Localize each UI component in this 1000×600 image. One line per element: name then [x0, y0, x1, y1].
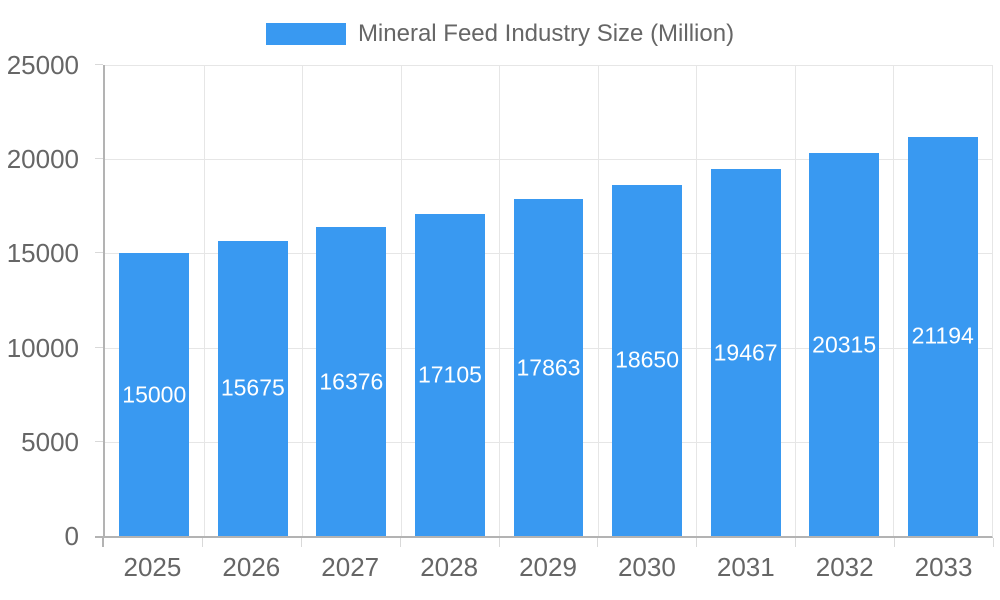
x-axis-tick	[300, 538, 302, 547]
y-axis-tick	[95, 252, 103, 254]
x-axis-tick	[894, 538, 896, 547]
bar-2027: 16376	[316, 227, 387, 536]
bar-value-label: 17105	[417, 361, 482, 388]
x-axis-tick-label: 2031	[716, 552, 775, 582]
x-axis-tick-label: 2033	[914, 552, 973, 582]
bar-value-label: 21194	[911, 322, 974, 349]
gridline-horizontal	[105, 159, 992, 161]
x-axis-tick	[399, 538, 401, 547]
legend-swatch	[265, 23, 346, 45]
x-axis-tick	[696, 538, 698, 547]
plot-area: 15000 15675 16376 17105 17863 18650 19467 20315…	[103, 65, 993, 538]
x-axis-tick-label: 2029	[519, 552, 577, 582]
y-axis-labels: 0 5000 10000 15000 20000 25000	[0, 52, 91, 549]
gridline-vertical	[203, 65, 205, 536]
bar-value-label: 19467	[713, 339, 778, 366]
y-axis-tick-label: 25000	[6, 50, 79, 80]
legend-item[interactable]: Mineral Feed Industry Size (Million)	[0, 20, 1000, 48]
y-axis-tick	[95, 536, 103, 538]
gridline-vertical	[893, 65, 895, 536]
y-axis-tick	[95, 346, 103, 348]
x-axis-tick	[102, 538, 104, 547]
x-axis-labels: 2025 2026 2027 2028 2029 2030 2031 2032 2033	[103, 552, 993, 583]
legend-label: Mineral Feed Industry Size (Million)	[357, 20, 735, 47]
bar-2025: 15000	[119, 253, 190, 536]
y-axis-tick-label: 10000	[6, 332, 79, 363]
gridline-vertical	[302, 65, 304, 536]
x-axis-tick-label: 2027	[321, 552, 380, 582]
x-axis-tick-label: 2032	[815, 552, 874, 582]
x-axis-tick-label: 2028	[420, 552, 479, 582]
bar-2030: 18650	[612, 184, 683, 536]
x-axis-tick	[993, 538, 994, 547]
bar-2026: 15675	[217, 240, 288, 536]
y-axis-tick-label: 15000	[6, 238, 79, 269]
bar-value-label: 20315	[812, 331, 877, 358]
gridline-vertical	[400, 65, 402, 536]
y-axis-tick-label: 20000	[6, 144, 79, 175]
gridline-horizontal	[105, 65, 992, 66]
bar-2032: 20315	[809, 153, 880, 536]
bar-2028: 17105	[414, 213, 485, 536]
x-axis-tick	[201, 538, 203, 547]
gridline-vertical	[794, 65, 796, 536]
bar-2033: 21194	[907, 136, 978, 536]
x-axis-tick-label: 2030	[617, 552, 676, 582]
gridline-vertical	[696, 65, 698, 536]
y-axis-tick	[95, 440, 103, 442]
bar-value-label: 15000	[122, 381, 187, 408]
bar-2029: 17863	[513, 199, 584, 536]
x-axis-tick	[498, 538, 500, 547]
gridline-vertical	[597, 65, 599, 536]
bar-value-label: 15675	[220, 374, 285, 401]
bar-2031: 19467	[710, 169, 781, 536]
y-axis-tick	[95, 158, 103, 160]
x-axis-tick	[597, 538, 599, 547]
bar-value-label: 16376	[319, 368, 384, 395]
x-axis-tick-label: 2026	[222, 552, 281, 582]
bar-value-label: 17863	[516, 354, 581, 381]
x-axis-tick	[795, 538, 797, 547]
bar-value-label: 18650	[615, 346, 680, 373]
y-axis-tick-label: 0	[64, 521, 79, 551]
x-axis-tick-label: 2025	[123, 552, 182, 582]
y-axis-tick-label: 5000	[21, 426, 79, 457]
gridline-vertical	[499, 65, 501, 536]
y-axis-tick	[95, 64, 103, 65]
